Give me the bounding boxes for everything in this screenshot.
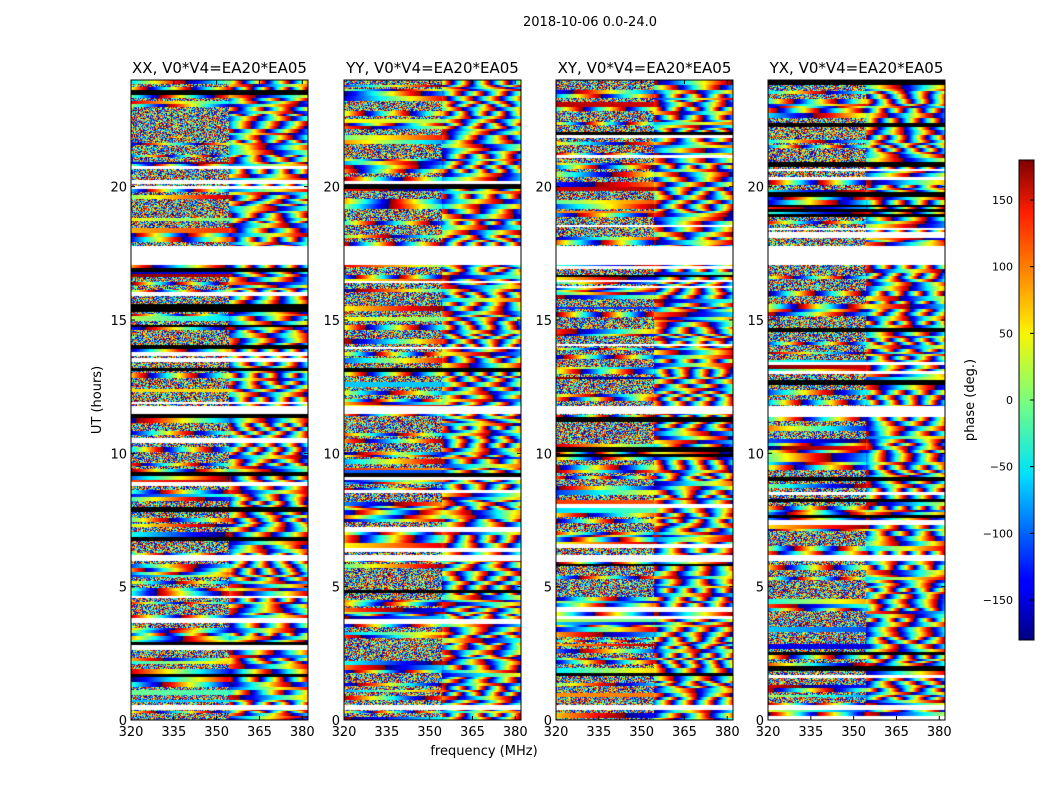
x-tick-label: 335 — [374, 725, 399, 740]
colorbar-label: phase (deg.) — [963, 359, 978, 441]
panel-title: YX, V0*V4=EA20*EA05 — [769, 59, 944, 77]
x-tick-label: 380 — [290, 725, 315, 740]
x-tick-label: 320 — [119, 725, 144, 740]
colorbar: 150 100 50 0 −50 −100 −150 phase (deg.) — [963, 159, 1035, 641]
panel-title: YY, V0*V4=EA20*EA05 — [345, 59, 519, 77]
x-tick-label: 380 — [715, 725, 740, 740]
y-tick-label: 10 — [535, 447, 552, 462]
panel-frame — [343, 79, 522, 721]
x-tick-label: 380 — [503, 725, 528, 740]
phase-heatmap-canvas — [768, 80, 945, 720]
panel-yy: YY, V0*V4=EA20*EA05 0 5 10 15 20 320 335 350 365 3… — [323, 59, 527, 740]
y-tick-label: 10 — [323, 447, 340, 462]
phase-heatmap — [556, 80, 733, 720]
y-tick-label: 10 — [747, 447, 764, 462]
y-tick-label: 20 — [323, 181, 340, 196]
y-tick-label: 20 — [747, 181, 764, 196]
figure-suptitle: 2018-10-06 0.0-24.0 — [523, 15, 657, 30]
x-tick-label: 350 — [841, 725, 866, 740]
colorbar-ticks: 150 100 50 0 −50 −100 −150 — [983, 194, 1034, 607]
y-tick-label: 0 — [332, 714, 340, 729]
x-tick-label: 365 — [884, 725, 909, 740]
x-tick-label: 335 — [798, 725, 823, 740]
x-axis-label: frequency (MHz) — [430, 744, 537, 759]
colorbar-tick-label: −150 — [983, 594, 1013, 607]
y-tick-label: 15 — [323, 314, 340, 329]
colorbar-tick-label: −50 — [990, 461, 1013, 474]
y-tick-label: 0 — [119, 714, 127, 729]
x-tick-label: 350 — [204, 725, 229, 740]
panel-xx: XX, V0*V4=EA20*EA05 0 5 10 15 20 320 335 350 365 3… — [110, 59, 314, 740]
x-tick-label: 320 — [756, 725, 781, 740]
panel-yx: YX, V0*V4=EA20*EA05 0 5 10 15 20 320 335 350 365 3… — [747, 59, 951, 740]
x-tick-label: 350 — [417, 725, 442, 740]
panel-frame — [555, 79, 734, 721]
x-tick-label: 320 — [544, 725, 569, 740]
phase-heatmap-canvas — [131, 80, 308, 720]
y-tick-label: 20 — [535, 181, 552, 196]
y-axis-label: UT (hours) — [90, 366, 105, 434]
panels-group: XX, V0*V4=EA20*EA05 0 5 10 15 20 320 335 350 365 3… — [110, 59, 951, 740]
x-tick-label: 365 — [460, 725, 485, 740]
y-tick-label: 15 — [747, 314, 764, 329]
x-tick-label: 380 — [927, 725, 952, 740]
phase-heatmap-canvas — [344, 80, 521, 720]
y-tick-label: 0 — [756, 714, 764, 729]
y-tick-label: 5 — [756, 581, 764, 596]
x-tick-label: 335 — [586, 725, 611, 740]
phase-heatmap — [344, 80, 521, 720]
y-tick-label: 5 — [544, 581, 552, 596]
panel-frame — [130, 79, 309, 721]
x-tick-label: 320 — [332, 725, 357, 740]
x-tick-label: 350 — [629, 725, 654, 740]
panel-xy: XY, V0*V4=EA20*EA05 0 5 10 15 20 320 335 350 365 3… — [535, 59, 739, 740]
y-tick-label: 20 — [110, 181, 127, 196]
phase-heatmap — [768, 80, 945, 720]
panel-title: XY, V0*V4=EA20*EA05 — [558, 59, 732, 77]
phase-heatmap — [131, 80, 308, 720]
y-tick-label: 5 — [332, 581, 340, 596]
panel-title: XX, V0*V4=EA20*EA05 — [132, 59, 307, 77]
y-tick-label: 10 — [110, 447, 127, 462]
y-tick-label: 15 — [110, 314, 127, 329]
x-tick-label: 335 — [161, 725, 186, 740]
y-tick-label: 0 — [544, 714, 552, 729]
y-tick-label: 15 — [535, 314, 552, 329]
colorbar-tick-label: 150 — [992, 194, 1013, 207]
colorbar-tick-label: −100 — [983, 527, 1013, 540]
phase-heatmap-canvas — [556, 80, 733, 720]
x-tick-label: 365 — [672, 725, 697, 740]
x-tick-label: 365 — [247, 725, 272, 740]
y-tick-label: 5 — [119, 581, 127, 596]
panel-frame — [767, 79, 946, 721]
colorbar-tick-label: 100 — [992, 261, 1013, 274]
colorbar-tick-label: 50 — [999, 327, 1013, 340]
colorbar-tick-label: 0 — [1006, 394, 1013, 407]
